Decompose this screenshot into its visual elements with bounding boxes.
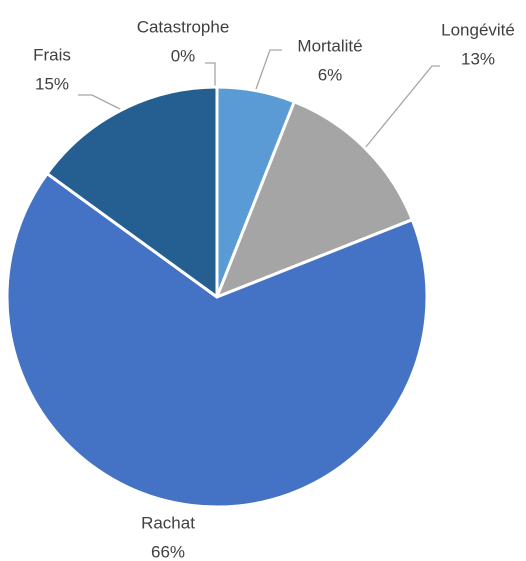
leader-line (255, 49, 282, 90)
pie-slice (45, 85, 219, 299)
pie-slice (5, 172, 429, 509)
leader-line (364, 65, 440, 149)
slice-label: Mortalité (297, 36, 362, 55)
slice-label: Longévité (441, 20, 515, 39)
pie-slice (215, 100, 414, 299)
slice-label: Catastrophe (137, 17, 230, 36)
slice-value: 15% (35, 74, 69, 93)
slice-label: Frais (33, 45, 71, 64)
slice-label: Rachat (141, 513, 195, 532)
leader-line (78, 94, 123, 111)
slice-value: 13% (461, 49, 495, 68)
slice-value: 66% (151, 542, 185, 561)
slice-value: 6% (318, 65, 343, 84)
slice-value: 0% (171, 46, 196, 65)
leader-line (205, 62, 216, 88)
